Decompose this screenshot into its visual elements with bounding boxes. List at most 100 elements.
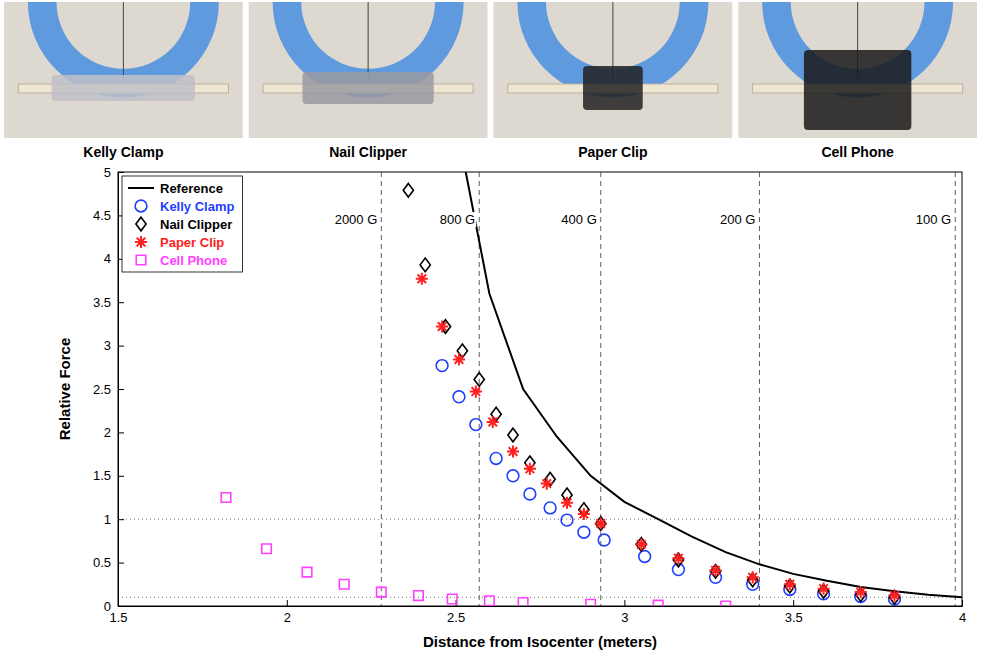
point xyxy=(470,386,482,398)
point xyxy=(673,564,685,576)
tick-mark xyxy=(118,563,124,564)
tick: 0 xyxy=(104,599,124,614)
annotation-label: 100 G xyxy=(916,212,951,227)
point xyxy=(561,514,573,526)
point xyxy=(672,552,684,564)
point xyxy=(595,517,607,529)
point xyxy=(507,470,519,482)
point xyxy=(485,596,495,606)
x-axis-title: Distance from Isocenter (meters) xyxy=(423,633,657,650)
tick-label: 0 xyxy=(104,599,111,614)
tick: 0.5 xyxy=(93,555,124,570)
thread xyxy=(368,2,369,82)
photo-object xyxy=(302,72,433,104)
guide-lines xyxy=(118,172,962,606)
tick-label: 2 xyxy=(104,425,111,440)
point xyxy=(635,538,647,550)
point xyxy=(470,419,482,431)
legend-label: Paper Clip xyxy=(160,235,224,250)
y-axis: 00.511.522.533.544.55 xyxy=(93,165,124,614)
field-line xyxy=(955,172,956,606)
point xyxy=(747,571,759,583)
tick-label: 3.5 xyxy=(785,610,803,625)
point xyxy=(339,580,349,590)
point xyxy=(377,587,387,597)
tick-label: 5 xyxy=(104,165,111,180)
photo-object xyxy=(52,75,195,101)
tick: 4 xyxy=(959,600,966,625)
tick-label: 0.5 xyxy=(93,555,111,570)
point xyxy=(639,551,651,563)
reference-line xyxy=(118,519,962,520)
point xyxy=(598,534,610,546)
figure: Kelly ClampNail ClipperPaper ClipCell Ph… xyxy=(0,0,981,659)
field-line xyxy=(600,172,601,606)
point xyxy=(518,598,528,606)
label-patch xyxy=(560,212,597,227)
tick-label: 3.5 xyxy=(93,295,111,310)
point xyxy=(596,517,606,531)
field-line xyxy=(381,172,382,606)
tick-label: 1 xyxy=(104,512,111,527)
tick-mark xyxy=(118,519,124,520)
tick-label: 3 xyxy=(104,338,111,353)
point xyxy=(508,428,518,442)
axis-line xyxy=(119,606,963,607)
annotation-label: 400 G xyxy=(561,212,596,227)
tick-mark xyxy=(287,600,288,606)
legend-box xyxy=(122,176,242,272)
reference-line xyxy=(118,597,962,598)
point xyxy=(221,493,231,503)
point xyxy=(855,586,867,598)
tick: 3 xyxy=(104,338,124,353)
label-patch xyxy=(334,212,379,227)
tick: 4.5 xyxy=(93,208,124,223)
point xyxy=(784,578,796,590)
point xyxy=(636,538,646,552)
legend-swatch xyxy=(136,217,146,231)
photo-background xyxy=(4,2,243,138)
data-marks xyxy=(221,172,962,606)
point xyxy=(561,497,573,509)
tick: 4 xyxy=(104,251,124,266)
tick-label: 3 xyxy=(621,610,628,625)
tick-label: 1.5 xyxy=(109,610,127,625)
label-patch xyxy=(719,212,756,227)
photo-panel xyxy=(4,2,243,138)
photo-panel xyxy=(494,2,733,138)
point xyxy=(302,567,312,577)
tick-mark xyxy=(118,606,124,607)
tick-label: 4 xyxy=(104,251,111,266)
tick-mark xyxy=(118,476,124,477)
tick-label: 2 xyxy=(284,610,291,625)
photo-caption: Nail Clipper xyxy=(329,144,407,160)
x-axis: 1.5 2 2.5 3 3.5 4 xyxy=(109,600,966,625)
legend-label: Kelly Clamp xyxy=(160,199,234,214)
tick-mark xyxy=(118,302,124,303)
y-axis-title: Relative Force xyxy=(56,338,73,441)
tick-label: 2.5 xyxy=(93,382,111,397)
annotation-label: 800 G xyxy=(440,212,475,227)
point xyxy=(721,601,731,606)
point xyxy=(578,508,590,520)
point xyxy=(262,544,272,554)
legend-label: Nail Clipper xyxy=(160,217,232,232)
photo-object xyxy=(583,66,643,110)
tick: 5 xyxy=(104,165,124,180)
legend-label: Reference xyxy=(160,181,223,196)
photo-object xyxy=(804,50,911,130)
tick-mark xyxy=(624,600,625,606)
photo-background xyxy=(249,2,488,138)
point xyxy=(524,463,536,475)
annotation-label: 2000 G xyxy=(335,212,378,227)
point xyxy=(507,445,519,457)
tick-label: 2.5 xyxy=(447,610,465,625)
point xyxy=(420,258,430,272)
point xyxy=(673,553,683,567)
tick-mark xyxy=(118,432,124,433)
tick: 3 xyxy=(621,600,628,625)
point xyxy=(487,416,499,428)
point xyxy=(414,591,424,601)
point xyxy=(710,564,720,578)
legend-swatch xyxy=(135,200,147,212)
